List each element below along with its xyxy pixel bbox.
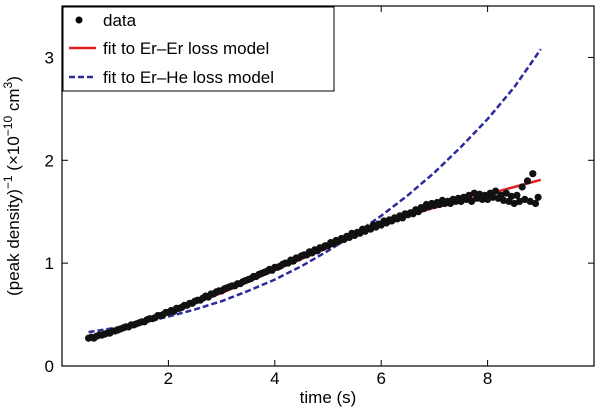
x-tick-label: 2 [164, 369, 173, 388]
data-point [523, 177, 532, 185]
y-tick-label: 1 [45, 254, 54, 273]
y-axis-label-exp-unit: −10 [1, 116, 15, 137]
data-point [502, 189, 510, 197]
legend-marker-data [75, 16, 83, 24]
y-tick-label: 2 [45, 151, 54, 170]
data-point [534, 193, 542, 201]
y-axis-label-main: (peak density) [4, 189, 23, 296]
data-point [529, 170, 537, 178]
axis-ticks [62, 6, 594, 367]
legend-label-er-er: fit to Er–Er loss model [103, 39, 269, 58]
y-axis-label-exp-cm: 3 [1, 81, 15, 88]
data-point [492, 187, 500, 195]
legend-box [62, 6, 335, 92]
y-axis-label: (peak density)−1 (×10−10 cm3) [1, 76, 23, 296]
x-axis-label: time (s) [300, 388, 357, 407]
x-tick-label: 6 [376, 369, 385, 388]
data-points [85, 170, 542, 342]
data-point [507, 192, 516, 200]
y-axis-label-exp-main: −1 [1, 175, 15, 189]
y-axis-label-paren-open: (×10 [4, 136, 23, 175]
data-point [521, 195, 529, 203]
data-point [518, 183, 526, 191]
data-point [531, 199, 540, 208]
legend-label-data: data [103, 11, 137, 30]
y-tick-label: 3 [45, 48, 54, 67]
data-point [513, 191, 521, 199]
x-tick-label: 8 [483, 369, 492, 388]
y-tick-label: 0 [45, 357, 54, 376]
data-point [468, 197, 476, 205]
legend-label-er-he: fit to Er–He loss model [103, 68, 274, 87]
x-tick-label: 4 [270, 369, 279, 388]
legend: data fit to Er–Er loss model fit to Er–H… [62, 6, 335, 92]
y-axis-label-paren-close: ) [4, 76, 23, 82]
axis-tick-labels: 2 4 6 8 0 1 2 3 [45, 48, 493, 388]
y-axis-label-unit: cm [4, 88, 23, 115]
